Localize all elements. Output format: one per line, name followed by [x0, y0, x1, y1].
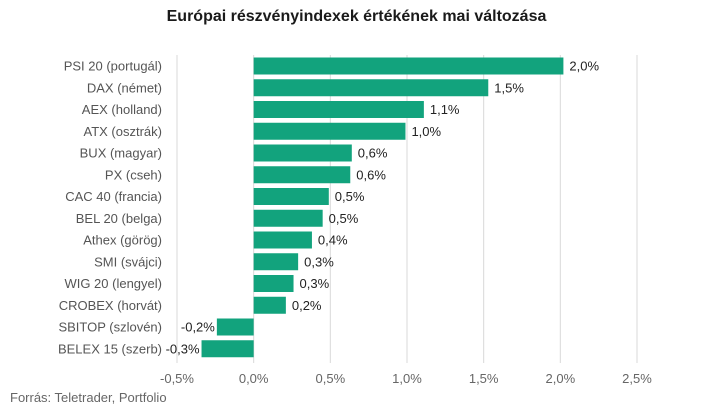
x-tick-label: -0,5%: [160, 371, 194, 386]
bar: [253, 296, 286, 314]
x-tick-label: 0,5%: [316, 371, 346, 386]
labels: -0,5% 0,0% 0,5% 1,0% 1,5% 2,0% 2,5% PSI 20 (por…: [58, 59, 652, 387]
value-label: 0,3%: [304, 254, 334, 269]
category-label: BELEX 15 (szerb): [58, 341, 162, 356]
value-label: 0,2%: [292, 298, 322, 313]
value-label: 0,5%: [329, 211, 359, 226]
category-label: SMI (svájci): [94, 254, 162, 269]
value-label: 0,6%: [358, 146, 388, 161]
value-label: 1,5%: [494, 80, 524, 95]
value-label: 0,3%: [300, 276, 330, 291]
category-label: AEX (holland): [82, 102, 162, 117]
bar: [216, 318, 254, 336]
bar: [253, 209, 323, 227]
bar: [253, 144, 352, 162]
chart-title: Európai részvényindexek értékének mai vá…: [166, 8, 547, 25]
gridlines: [176, 55, 638, 363]
bar: [253, 253, 299, 271]
category-label: CROBEX (horvát): [59, 298, 162, 313]
bar: [253, 57, 564, 75]
bars: [201, 57, 564, 358]
category-label: PSI 20 (portugál): [64, 59, 162, 74]
value-label: 1,0%: [411, 124, 441, 139]
category-label: Athex (görög): [83, 233, 162, 248]
category-label: BUX (magyar): [80, 146, 162, 161]
bar: [253, 275, 294, 292]
value-label: 0,6%: [356, 167, 386, 182]
bar: [253, 166, 351, 184]
value-label: -0,3%: [166, 341, 200, 356]
bar: [253, 188, 329, 205]
value-label: 0,4%: [318, 233, 348, 248]
bar: [253, 122, 406, 140]
category-label: PX (cseh): [105, 167, 162, 182]
x-tick-label: 2,5%: [622, 371, 652, 386]
category-label: BEL 20 (belga): [76, 211, 162, 226]
value-label: -0,2%: [181, 320, 215, 335]
bar: [253, 231, 312, 249]
x-tick-label: 1,5%: [469, 371, 499, 386]
value-label: 2,0%: [569, 59, 599, 74]
x-tick-label: 0,0%: [239, 371, 269, 386]
category-label: ATX (osztrák): [84, 124, 163, 139]
bar: [253, 79, 489, 97]
x-tick-label: 1,0%: [392, 371, 422, 386]
value-label: 1,1%: [430, 102, 460, 117]
category-label: WIG 20 (lengyel): [64, 276, 162, 291]
category-label: SBITOP (szlovén): [58, 320, 162, 335]
category-label: DAX (német): [87, 80, 162, 95]
bar: [253, 101, 424, 118]
source-note: Forrás: Teletrader, Portfolio: [10, 390, 167, 405]
bar: [201, 340, 254, 358]
x-tick-label: 2,0%: [546, 371, 576, 386]
value-label: 0,5%: [335, 189, 365, 204]
category-label: CAC 40 (francia): [65, 189, 162, 204]
